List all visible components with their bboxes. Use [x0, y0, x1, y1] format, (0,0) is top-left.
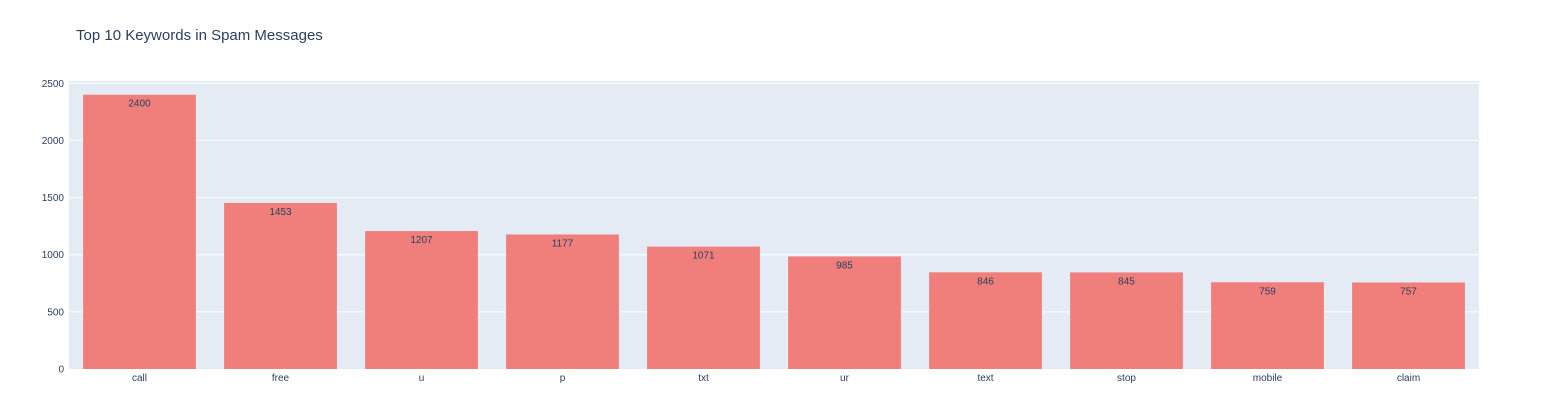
x-tick-label: p — [560, 373, 566, 384]
bars — [83, 94, 1465, 369]
chart-title: Top 10 Keywords in Spam Messages — [76, 27, 323, 44]
bar-value-label: 2400 — [128, 99, 151, 110]
bar — [1070, 272, 1183, 369]
bar-value-label: 1453 — [269, 207, 292, 218]
x-tick-label: stop — [1117, 373, 1136, 384]
bar — [647, 246, 760, 369]
bar — [365, 231, 478, 369]
bar-value-label: 759 — [1259, 286, 1276, 297]
x-tick-label: call — [132, 373, 147, 384]
bar-value-label: 845 — [1118, 276, 1135, 287]
y-tick-label: 500 — [47, 307, 64, 318]
bar — [1211, 282, 1324, 369]
x-tick-label: mobile — [1253, 373, 1283, 384]
bar — [788, 256, 901, 369]
bar-value-label: 1207 — [410, 235, 433, 246]
x-tick-label: claim — [1397, 373, 1420, 384]
x-tick-label: u — [419, 373, 425, 384]
bar — [224, 202, 337, 369]
bar — [929, 272, 1042, 369]
y-tick-label: 1500 — [42, 193, 65, 204]
y-tick-label: 2500 — [42, 79, 65, 90]
bar-value-label: 1177 — [552, 238, 574, 249]
x-axis-ticks: call free u p txt ur text stop mobile claim — [132, 373, 1420, 384]
x-tick-label: ur — [840, 373, 850, 384]
bar-value-labels: 2400 1453 1207 1177 1071 985 846 845 759 757 — [128, 99, 1417, 298]
y-tick-label: 1000 — [42, 250, 65, 261]
x-tick-label: text — [977, 373, 993, 384]
x-tick-label: txt — [698, 373, 709, 384]
bar — [506, 234, 619, 369]
y-axis-ticks: 0 500 1000 1500 2000 2500 — [42, 79, 65, 376]
bar-value-label: 1071 — [692, 251, 715, 262]
bar — [1352, 282, 1465, 369]
bar — [83, 94, 196, 369]
bar-value-label: 985 — [836, 260, 853, 271]
x-tick-label: free — [272, 373, 290, 384]
bar-value-label: 757 — [1400, 286, 1417, 297]
y-tick-label: 2000 — [42, 136, 65, 147]
bar-value-label: 846 — [977, 276, 994, 287]
y-tick-label: 0 — [58, 365, 64, 376]
